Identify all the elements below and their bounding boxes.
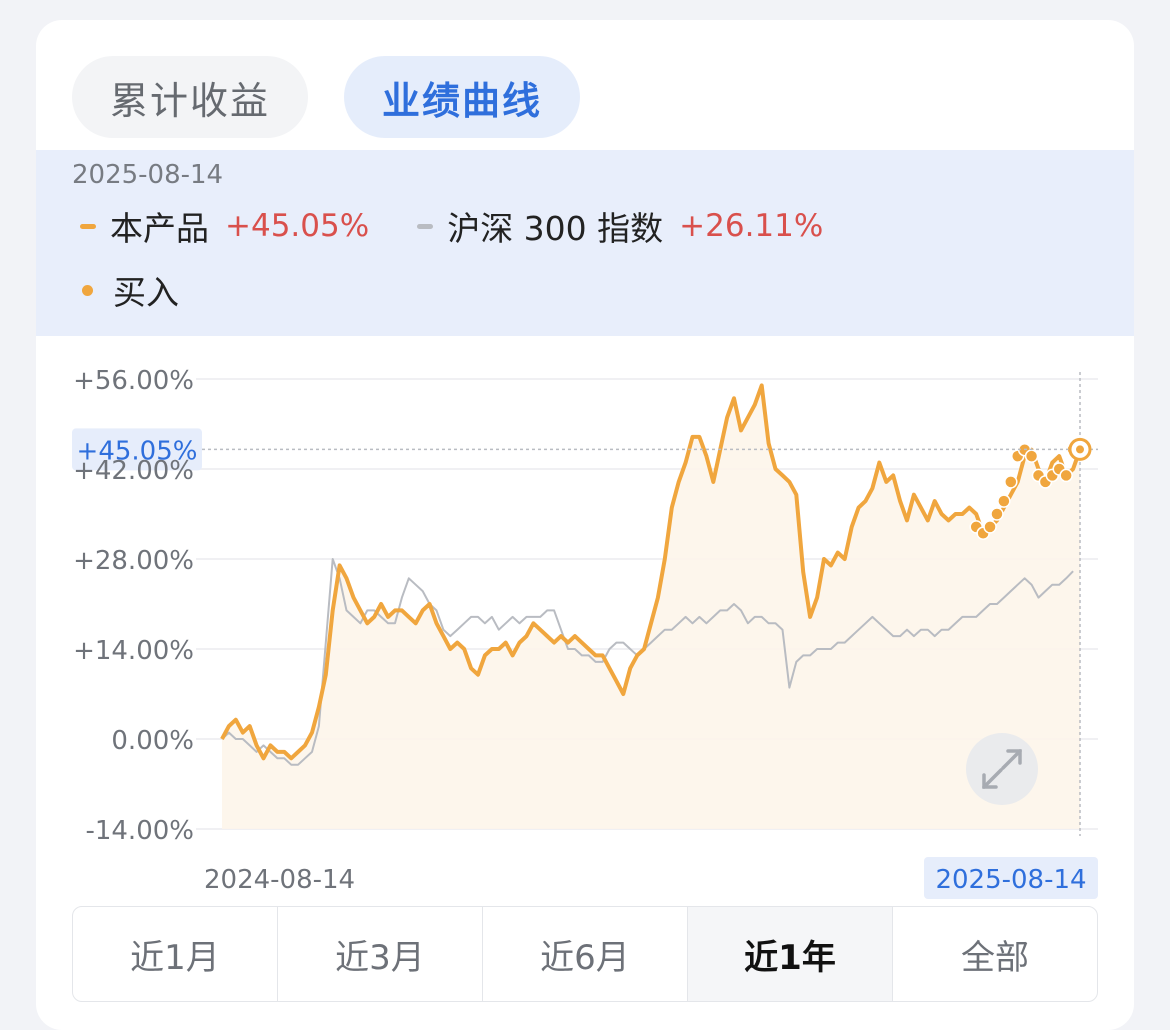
current-point-dot — [1076, 445, 1084, 454]
period-1m[interactable]: 近1月 — [73, 907, 278, 1001]
info-date: 2025-08-14 — [72, 160, 224, 190]
x-value-callout-bg — [924, 857, 1098, 899]
buy-legend-dot — [82, 284, 93, 296]
y-tick-label: 0.00% — [111, 726, 194, 756]
buy-point — [1059, 468, 1073, 483]
buy-legend-row: 买入 — [80, 266, 179, 314]
index-legend-marker — [417, 223, 434, 229]
view-tabs: 累计收益 业绩曲线 — [72, 56, 581, 138]
tab-performance-curve[interactable]: 业绩曲线 — [344, 56, 581, 138]
period-6m[interactable]: 近6月 — [483, 907, 688, 1001]
y-tick-label: +28.00% — [73, 546, 194, 576]
legend-row: 本产品 +45.05% 沪深 300 指数 +26.11% — [80, 202, 823, 250]
period-3m[interactable]: 近3月 — [278, 907, 483, 1001]
expand-icon — [982, 749, 1022, 789]
buy-point — [1004, 475, 1018, 489]
index-legend-pct: +26.11% — [679, 208, 824, 244]
performance-card: 累计收益 业绩曲线 2025-08-14 本产品 +45.05% 沪深 300 … — [36, 20, 1134, 1030]
buy-point — [1024, 449, 1039, 463]
buy-point — [990, 507, 1004, 521]
product-area-fill — [222, 385, 1080, 829]
index-legend-name: 沪深 300 指数 — [447, 209, 664, 248]
y-value-callout-bg — [72, 428, 202, 471]
product-legend-marker — [80, 223, 96, 229]
x-value-callout: 2025-08-14 — [935, 865, 1086, 895]
product-legend-pct: +45.05% — [225, 208, 370, 244]
period-selector: 近1月 近3月 近6月 近1年 全部 — [72, 906, 1098, 1002]
buy-legend-label: 买入 — [113, 273, 179, 312]
y-tick-label: +42.00% — [73, 456, 194, 486]
buy-point — [983, 520, 997, 534]
buy-point — [997, 494, 1011, 508]
y-tick-label: +14.00% — [73, 636, 194, 666]
tab-cumulative-return[interactable]: 累计收益 — [72, 56, 309, 138]
y-value-callout: +45.05% — [77, 436, 198, 466]
performance-chart[interactable]: +45.05% 2025-08-14 +56.00% +42.00% +28.00% +… — [36, 336, 1134, 906]
y-tick-label: -14.00% — [85, 816, 194, 846]
product-series-line — [220, 383, 1082, 761]
product-legend-name: 本产品 — [110, 209, 209, 248]
tooltip-info-panel: 2025-08-14 本产品 +45.05% 沪深 300 指数 +26.11%… — [36, 150, 1134, 336]
y-tick-label: +56.00% — [73, 366, 194, 396]
period-all[interactable]: 全部 — [961, 937, 1029, 978]
period-1y[interactable]: 近1年 — [688, 907, 893, 1001]
x-tick-label-start: 2024-08-14 — [204, 865, 355, 895]
expand-button[interactable] — [966, 733, 1038, 805]
